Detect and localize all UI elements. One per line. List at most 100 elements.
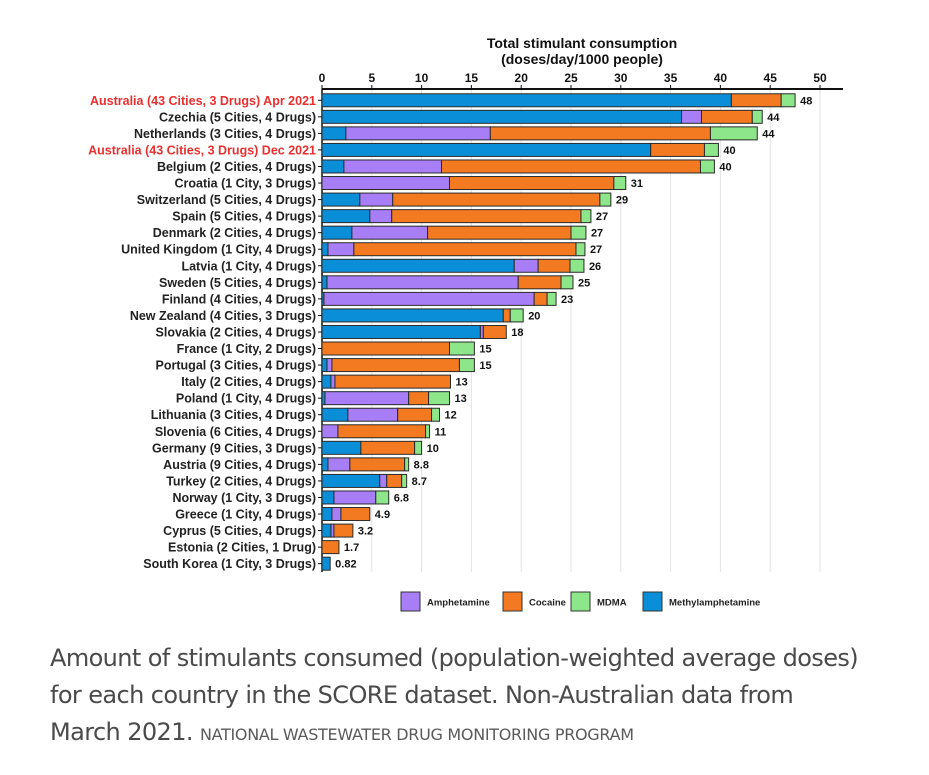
bar-segment-mdma xyxy=(751,109,763,124)
bar-segment-mdma xyxy=(570,225,587,240)
bar-segment-cocaine xyxy=(730,93,782,108)
bar-row xyxy=(321,490,390,505)
bar-segment-methylamphetamine xyxy=(321,258,515,273)
legend-item: Amphetamine xyxy=(400,591,490,612)
total-label: 0.82 xyxy=(335,559,356,571)
bar-segment-cocaine xyxy=(427,225,572,240)
category-label: Belgium (2 Cities, 4 Drugs) xyxy=(157,160,316,174)
bar-segment-amphetamine xyxy=(326,358,333,373)
bar-segment-methylamphetamine xyxy=(321,109,683,124)
bar-row xyxy=(321,457,410,472)
total-label: 8.8 xyxy=(414,459,429,471)
x-tick-label: 25 xyxy=(564,71,578,85)
total-label: 27 xyxy=(596,211,608,223)
total-label: 27 xyxy=(591,228,603,240)
total-label: 29 xyxy=(616,195,628,207)
category-label: Greece (1 City, 4 Drugs) xyxy=(175,508,316,522)
bar-segment-mdma xyxy=(599,192,612,207)
bar-segment-mdma xyxy=(575,242,586,257)
total-label: 3.2 xyxy=(358,526,373,538)
bar-row xyxy=(321,209,592,224)
bar-segment-methylamphetamine xyxy=(321,440,362,455)
bar-segment-amphetamine xyxy=(331,507,342,522)
bar-segment-mdma xyxy=(414,440,423,455)
bar-segment-mdma xyxy=(703,142,719,157)
bar-segment-methylamphetamine xyxy=(321,407,349,422)
legend-swatch xyxy=(570,591,591,612)
bars xyxy=(321,93,796,571)
legend-item: Methylamphetamine xyxy=(642,591,760,612)
bar-row xyxy=(321,507,371,522)
bar-segment-methylamphetamine xyxy=(321,358,328,373)
bar-segment-mdma xyxy=(699,159,715,174)
total-label: 4.9 xyxy=(375,509,390,521)
bar-segment-amphetamine xyxy=(343,159,443,174)
x-tick-label: 20 xyxy=(515,71,529,85)
bar-segment-methylamphetamine xyxy=(321,490,335,505)
bar-row xyxy=(321,407,441,422)
bar-segment-mdma xyxy=(428,391,450,406)
category-label: South Korea (1 City, 3 Drugs) xyxy=(143,557,316,571)
x-tick-label: 10 xyxy=(415,71,429,85)
x-tick-label: 40 xyxy=(714,71,728,85)
chart: Total stimulant consumption (doses/day/1… xyxy=(88,35,843,612)
total-label: 25 xyxy=(578,277,590,289)
total-label: 27 xyxy=(590,244,602,256)
total-label: 15 xyxy=(479,360,491,372)
x-tick-label: 50 xyxy=(813,71,827,85)
legend: Amphetamine Cocaine MDMA Methylamphetamine xyxy=(400,591,760,612)
bar-segment-cocaine xyxy=(349,457,406,472)
category-label: United Kingdom (1 City, 4 Drugs) xyxy=(121,243,316,257)
bar-row xyxy=(321,540,340,555)
bar-row xyxy=(321,109,763,124)
bar-row xyxy=(321,374,451,389)
bar-segment-methylamphetamine xyxy=(321,523,332,538)
category-label: Denmark (2 Cities, 4 Drugs) xyxy=(153,226,316,240)
category-label: Portugal (3 Cities, 4 Drugs) xyxy=(156,359,316,373)
bar-segment-mdma xyxy=(448,341,475,356)
bar-row xyxy=(321,93,796,108)
bar-segment-mdma xyxy=(580,209,592,224)
bar-row xyxy=(321,358,475,373)
bar-segment-mdma xyxy=(401,473,408,488)
bar-segment-cocaine xyxy=(360,440,416,455)
bar-segment-amphetamine xyxy=(324,391,410,406)
bar-segment-mdma xyxy=(425,424,431,439)
legend-label: Methylamphetamine xyxy=(669,598,760,609)
category-label: Czechia (5 Cities, 4 Drugs) xyxy=(159,110,316,124)
bar-segment-mdma xyxy=(375,490,390,505)
legend-item: Cocaine xyxy=(502,591,566,612)
bar-segment-amphetamine xyxy=(323,291,535,306)
category-label: Australia (43 Cities, 3 Drugs) Apr 2021 xyxy=(90,94,316,108)
total-label: 40 xyxy=(723,145,735,157)
bar-segment-methylamphetamine xyxy=(321,556,331,571)
bar-row xyxy=(321,291,557,306)
bar-segment-amphetamine xyxy=(379,473,388,488)
bar-row xyxy=(321,424,431,439)
stacked-bar-chart: Total stimulant consumption (doses/day/1… xyxy=(88,35,843,612)
category-label: Finland (4 Cities, 4 Drugs) xyxy=(162,292,316,306)
bar-segment-cocaine xyxy=(321,341,450,356)
chart-title: Total stimulant consumption xyxy=(487,35,677,51)
category-label: Australia (43 Cities, 3 Drugs) Dec 2021 xyxy=(88,143,316,157)
bar-segment-cocaine xyxy=(397,407,433,422)
bar-row xyxy=(321,324,507,339)
bar-segment-amphetamine xyxy=(351,225,429,240)
bar-row xyxy=(321,225,587,240)
legend-label: MDMA xyxy=(597,598,627,609)
x-tick-label: 15 xyxy=(465,71,479,85)
bar-segment-methylamphetamine xyxy=(321,225,353,240)
bar-segment-cocaine xyxy=(533,291,548,306)
legend-swatch xyxy=(642,591,663,612)
figure-caption: Amount of stimulants consumed (populatio… xyxy=(50,640,870,753)
bar-segment-cocaine xyxy=(334,374,451,389)
bar-row xyxy=(321,556,331,571)
total-label: 12 xyxy=(445,410,457,422)
total-label: 10 xyxy=(427,443,439,455)
bar-segment-cocaine xyxy=(489,126,711,141)
bar-row xyxy=(321,308,524,323)
bar-segment-amphetamine xyxy=(327,242,355,257)
bar-row xyxy=(321,341,475,356)
bar-segment-cocaine xyxy=(408,391,430,406)
